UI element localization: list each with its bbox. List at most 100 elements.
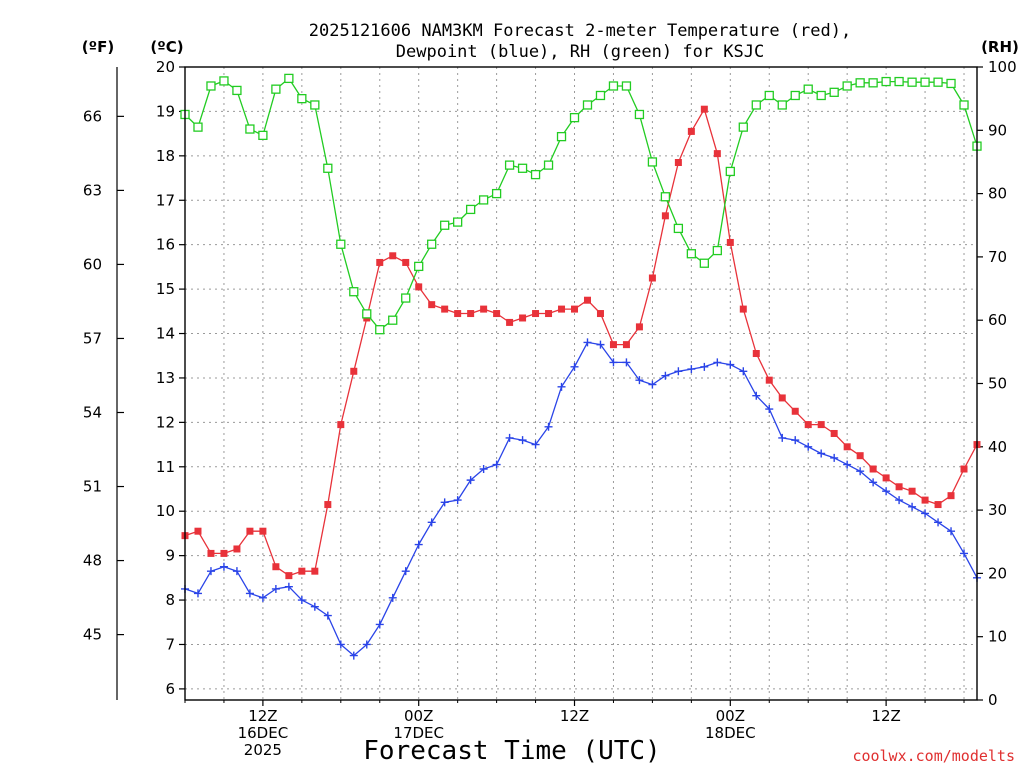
- 2-meter-temperature-point: [545, 310, 553, 318]
- 2-meter-temperature-point: [220, 549, 228, 557]
- 2-meter-temperature-point: [389, 252, 397, 260]
- celsius-unit-label: (ºC): [150, 38, 183, 56]
- dewpoint-point: [232, 567, 241, 576]
- 2-meter-temperature-point: [739, 305, 747, 313]
- rh-point: [388, 315, 398, 325]
- fahrenheit-tick-label: 48: [83, 552, 102, 570]
- 2-meter-temperature-point: [311, 567, 319, 575]
- rh-point: [803, 84, 813, 94]
- 2-meter-temperature-point: [480, 305, 488, 313]
- dewpoint-point: [492, 460, 501, 469]
- dewpoint-point: [440, 498, 449, 507]
- dewpoint-point: [271, 584, 280, 593]
- dewpoint-point: [544, 422, 553, 431]
- 2-meter-temperature-point: [428, 301, 436, 309]
- dewpoint-point: [778, 433, 787, 442]
- dewpoint-point: [557, 382, 566, 391]
- dewpoint-point: [856, 467, 865, 476]
- dewpoint-point: [531, 440, 540, 449]
- 2-meter-temperature-point: [752, 350, 760, 358]
- dewpoint-point: [882, 487, 891, 496]
- dewpoint-point: [921, 509, 930, 518]
- dewpoint-point: [479, 465, 488, 474]
- dewpoint-point: [388, 593, 397, 602]
- rh-point: [699, 258, 709, 268]
- rh-point: [647, 157, 658, 167]
- time-tick-label: 18DEC: [705, 724, 756, 742]
- dewpoint-point: [336, 640, 345, 649]
- dewpoint-point: [622, 358, 631, 367]
- dewpoint-point: [713, 358, 722, 367]
- rh-point: [920, 77, 930, 87]
- celsius-tick-label: 13: [156, 369, 175, 387]
- 2-meter-temperature-point: [700, 105, 708, 113]
- rh-point: [297, 94, 307, 104]
- 2-meter-temperature-point: [934, 501, 942, 509]
- 2-meter-temperature-point: [726, 238, 734, 246]
- 2-meter-temperature-point: [674, 159, 682, 167]
- rh-unit-label: (RH): [981, 38, 1019, 56]
- rh-line: [184, 77, 978, 331]
- fahrenheit-axis: 45 48 51 54 57 60 63 66: [83, 107, 124, 644]
- time-tick-label: 2025: [244, 741, 282, 759]
- 2-meter-temperature-point: [882, 474, 890, 482]
- rh-point: [582, 100, 593, 110]
- 2-meter-temperature-point: [895, 483, 903, 491]
- dewpoint-point: [960, 549, 969, 558]
- rh-point: [427, 239, 437, 249]
- rh-point: [686, 249, 697, 259]
- rh-point: [790, 90, 800, 101]
- celsius-tick-label: 10: [156, 502, 175, 520]
- celsius-tick-label: 19: [156, 102, 175, 120]
- celsius-tick-label: 17: [156, 191, 175, 209]
- rh-point: [375, 325, 385, 335]
- dewpoint-point: [752, 391, 761, 400]
- rh-point: [907, 77, 917, 87]
- fahrenheit-tick-label: 51: [83, 478, 102, 496]
- time-tick-label: 12Z: [248, 707, 277, 725]
- dewpoint-point: [791, 436, 800, 445]
- dewpoint-point: [830, 453, 839, 462]
- dewpoint-point: [817, 449, 826, 458]
- rh-tick-label: 40: [988, 438, 1007, 456]
- dewpoint-point: [466, 476, 475, 485]
- dewpoint-point: [726, 360, 735, 369]
- dewpoint-line: [184, 341, 978, 657]
- dewpoint-point: [895, 496, 904, 505]
- celsius-tick-label: 8: [165, 591, 175, 609]
- rh-tick-label: 10: [988, 628, 1007, 646]
- 2-meter-temperature-point: [376, 258, 384, 266]
- 2-meter-temperature-point: [441, 305, 449, 313]
- dewpoint-point: [583, 338, 592, 347]
- time-tick-label: 12Z: [871, 707, 900, 725]
- rh-point: [842, 81, 852, 91]
- 2-meter-temperature-point: [609, 341, 617, 349]
- 2-meter-temperature-point: [350, 367, 358, 375]
- rh-point: [543, 160, 554, 170]
- rh-tick-label: 0: [988, 691, 998, 709]
- dewpoint-point: [570, 362, 579, 371]
- dewpoint-point: [453, 496, 462, 505]
- rh-point: [284, 73, 294, 84]
- rh-point: [881, 76, 891, 87]
- rh-point: [712, 245, 722, 256]
- rh-point: [206, 81, 216, 91]
- rh-point: [660, 192, 671, 202]
- time-tick-label: 16DEC: [238, 724, 289, 742]
- rh-point: [310, 100, 320, 110]
- dewpoint-point: [648, 380, 657, 389]
- 2-meter-temperature-point: [596, 310, 604, 318]
- rh-point: [193, 122, 203, 132]
- rh-point: [219, 76, 229, 86]
- rh-point: [440, 220, 450, 230]
- 2-meter-temperature-point: [402, 258, 410, 266]
- 2-meter-temperature-point: [908, 487, 916, 495]
- fahrenheit-tick-label: 60: [83, 255, 102, 273]
- dewpoint-point: [401, 567, 410, 576]
- series-layer: [180, 73, 982, 660]
- dewpoint-point: [206, 567, 215, 576]
- celsius-tick-label: 9: [165, 547, 175, 565]
- 2-meter-temperature-point: [571, 305, 579, 313]
- dewpoint-point: [674, 367, 683, 376]
- fahrenheit-tick-label: 66: [83, 107, 102, 125]
